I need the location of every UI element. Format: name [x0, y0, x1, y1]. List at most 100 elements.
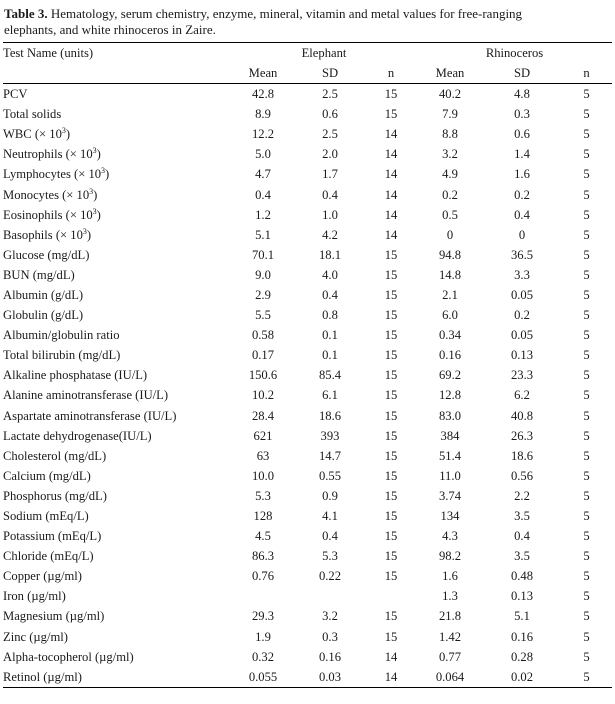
- elephant-sd-cell: 0.4: [322, 187, 338, 202]
- elephant-sd-cell: 0.03: [295, 666, 365, 688]
- rhino-mean-cell: 3.2: [442, 147, 458, 162]
- rhino-sd-cell: 1.4: [514, 147, 530, 162]
- test-name-text: Chloride (mEq/L): [3, 549, 94, 564]
- rhino-mean-cell: 0.16: [438, 348, 462, 363]
- elephant-sd-cell: 18.1: [318, 247, 342, 262]
- test-name-cell: Chloride (mEq/L): [3, 546, 231, 566]
- elephant-n-cell: 15: [384, 247, 398, 262]
- test-name-text: PCV: [3, 87, 28, 102]
- unit-closing: ): [105, 167, 110, 182]
- elephant-n-cell: 14: [384, 227, 398, 242]
- elephant-n-cell: 15: [384, 368, 398, 383]
- test-name-cell: Lymphocytes (× 103): [3, 164, 231, 184]
- rhino-sd-cell: 0.13: [510, 348, 534, 363]
- test-name-cell: Globulin (g/dL): [3, 305, 231, 325]
- test-name-cell: Alpha-tocopherol (µg/ml): [3, 647, 231, 667]
- test-name-cell: Cholesterol (mg/dL): [3, 446, 231, 466]
- rhino-n-cell: 5: [583, 287, 590, 302]
- test-name-text: Alanine aminotransferase (IU/L): [3, 388, 169, 403]
- rhino-sd-cell: 1.6: [514, 167, 530, 182]
- table-row: Retinol (µg/ml) 0.055 0.03 14 0.064 0.02 5: [3, 666, 612, 688]
- table-row: Albumin/globulin ratio 0.58 0.1 15 0.34 0.05 5: [3, 325, 612, 345]
- rhino-n-cell: 5: [583, 368, 590, 383]
- header-row-stats: Mean SD n Mean SD n: [3, 63, 612, 84]
- elephant-mean-cell: 29.3: [251, 609, 275, 624]
- test-name-cell: Retinol (µg/ml): [3, 666, 231, 688]
- elephant-n-cell: 15: [384, 609, 398, 624]
- elephant-n-cell: [365, 586, 417, 606]
- elephant-n-cell: 15: [384, 569, 398, 584]
- elephant-sd-cell: 2.5: [322, 87, 338, 102]
- table-row: Iron (µg/ml) 1.3 0.13 5: [3, 586, 612, 606]
- elephant-n-cell: 15: [384, 488, 398, 503]
- rhino-sd-cell: 26.3: [510, 428, 534, 443]
- header-rhino-n: n: [561, 63, 612, 84]
- test-name-text: Retinol (µg/ml): [3, 669, 82, 684]
- rhino-mean-cell: 0.34: [438, 328, 462, 343]
- rhino-mean-cell: 94.8: [438, 247, 462, 262]
- exponent: 3: [61, 126, 66, 136]
- elephant-mean-cell: 5.3: [255, 488, 271, 503]
- elephant-mean-cell: 12.2: [251, 127, 275, 142]
- elephant-sd-cell: 393: [320, 428, 340, 443]
- rhino-sd-cell: 5.1: [514, 609, 530, 624]
- rhino-n-cell: 5: [583, 127, 590, 142]
- test-name-text: Globulin (g/dL): [3, 308, 84, 323]
- rhino-mean-cell: 11.0: [439, 468, 461, 483]
- rhino-n-cell: 5: [583, 529, 590, 544]
- test-name-cell: Glucose (mg/dL): [3, 245, 231, 265]
- rhino-sd-cell: 0.05: [510, 287, 534, 302]
- elephant-mean-cell: 5.0: [255, 147, 271, 162]
- test-name-cell: Potassium (mEq/L): [3, 526, 231, 546]
- elephant-sd-cell: 14.7: [318, 448, 342, 463]
- elephant-sd-cell: 3.2: [322, 609, 338, 624]
- rhino-sd-cell: 0.05: [510, 328, 534, 343]
- rhino-sd-cell: 18.6: [510, 448, 534, 463]
- rhino-n-cell: 5: [583, 167, 590, 182]
- elephant-sd-cell: 0.22: [318, 569, 342, 584]
- header-rhino-sd: SD: [483, 63, 561, 84]
- elephant-n-cell: 15: [384, 629, 398, 644]
- table-row: Alkaline phosphatase (IU/L) 150.6 85.4 15 69…: [3, 365, 612, 385]
- table-row: Copper (µg/ml) 0.76 0.22 15 1.6 0.48 5: [3, 566, 612, 586]
- elephant-n-cell: 14: [384, 167, 398, 182]
- rhino-n-cell: 5: [583, 509, 590, 524]
- elephant-n-cell: 15: [384, 328, 398, 343]
- rhino-n-cell: 5: [583, 609, 590, 624]
- test-name-cell: Monocytes (× 103): [3, 184, 231, 204]
- rhino-sd-cell: 0.13: [510, 589, 534, 604]
- test-name-text: Cholesterol (mg/dL): [3, 448, 107, 463]
- rhino-sd-cell: 3.3: [514, 267, 530, 282]
- table-row: Zinc (µg/ml) 1.9 0.3 15 1.42 0.16 5: [3, 627, 612, 647]
- elephant-mean-cell: 0.32: [251, 649, 275, 664]
- test-name-text: Glucose (mg/dL): [3, 247, 90, 262]
- elephant-sd-cell: 4.0: [322, 267, 338, 282]
- rhino-n-cell: 5: [583, 308, 590, 323]
- elephant-sd-cell: 18.6: [318, 408, 342, 423]
- test-name-text: Iron (µg/ml): [3, 589, 66, 604]
- elephant-sd-cell: 0.1: [322, 328, 338, 343]
- rhino-n-cell: 5: [583, 207, 590, 222]
- header-elephant-n: n: [365, 63, 417, 84]
- rhino-sd-cell: 36.5: [510, 247, 534, 262]
- table-row: Albumin (g/dL) 2.9 0.4 15 2.1 0.05 5: [3, 285, 612, 305]
- elephant-sd-cell: 1.0: [322, 207, 338, 222]
- rhino-sd-cell: 0.2: [514, 187, 530, 202]
- elephant-sd-cell: 0.16: [318, 649, 342, 664]
- caption-line-1: Hematology, serum chemistry, enzyme, min…: [50, 6, 523, 21]
- rhino-n-cell: 5: [583, 448, 590, 463]
- test-name-text: Zinc (µg/ml): [3, 629, 68, 644]
- elephant-mean-cell: 8.9: [255, 107, 271, 122]
- rhino-sd-cell: 0.28: [510, 649, 534, 664]
- rhino-sd-cell: 0.56: [510, 468, 534, 483]
- rhino-n-cell: 5: [561, 666, 612, 688]
- rhino-n-cell: 5: [583, 348, 590, 363]
- table-row: Total solids 8.9 0.6 15 7.9 0.3 5: [3, 104, 612, 124]
- rhino-n-cell: 5: [583, 428, 590, 443]
- rhino-mean-cell: 0.77: [438, 649, 462, 664]
- elephant-sd-cell: 0.6: [322, 107, 338, 122]
- rhino-n-cell: 5: [583, 87, 590, 102]
- header-rhinoceros: Rhinoceros: [417, 42, 612, 63]
- rhino-mean-cell: 83.0: [438, 408, 462, 423]
- table-row: Glucose (mg/dL) 70.1 18.1 15 94.8 36.5 5: [3, 245, 612, 265]
